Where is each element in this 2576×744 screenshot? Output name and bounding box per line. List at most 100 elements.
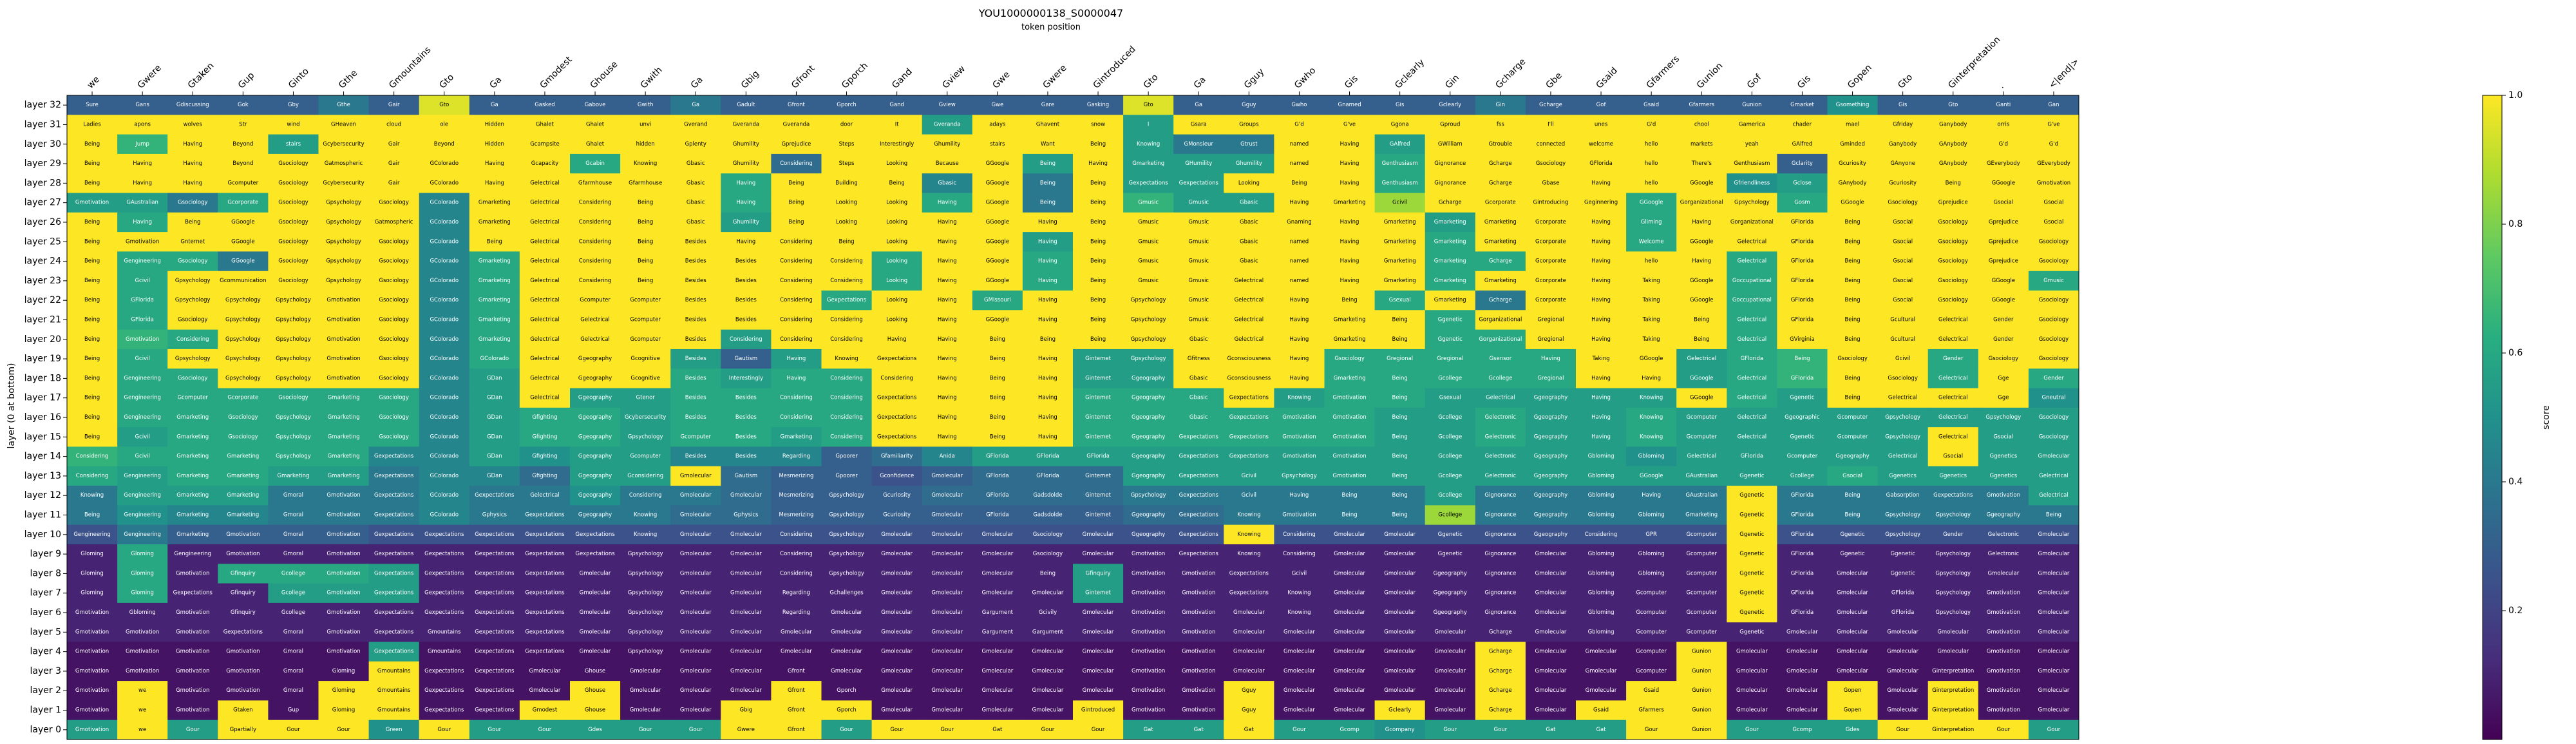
heatmap-cell-label: Gmolecular bbox=[931, 551, 963, 557]
heatmap-cell bbox=[1022, 193, 1074, 213]
heatmap-cell-label: Gsociology bbox=[379, 395, 408, 401]
heatmap-cell-label: Gsociology bbox=[278, 238, 308, 245]
heatmap-cell-label: Ggenetic bbox=[1739, 609, 1765, 616]
heatmap-cell-label: Gmolecular bbox=[580, 609, 611, 616]
x-tick-label: Gto bbox=[1896, 72, 1915, 91]
heatmap-cell-label: Gmolecular bbox=[580, 649, 611, 655]
heatmap-cell-label: Having bbox=[938, 356, 957, 362]
heatmap-cell bbox=[1777, 251, 1828, 272]
heatmap-cell-label: Considering bbox=[830, 375, 863, 381]
heatmap-cell-label: Gour bbox=[337, 727, 350, 733]
heatmap-cell-label: Being bbox=[84, 258, 100, 265]
heatmap-cell-label: Ghumility bbox=[1236, 160, 1262, 167]
heatmap-cell-label: Gautism bbox=[735, 356, 758, 362]
heatmap-cell-label: Gmarketing bbox=[176, 531, 209, 538]
heatmap-cell-label: Ggenetic bbox=[1739, 629, 1765, 635]
heatmap-cell-label: Gpsychology bbox=[276, 375, 311, 381]
heatmap-cell-label: Gmotivation bbox=[75, 727, 109, 733]
heatmap-cell-label: Being bbox=[1844, 238, 1860, 245]
heatmap-cell bbox=[1978, 232, 2029, 252]
heatmap-cell-label: Gour bbox=[940, 727, 954, 733]
heatmap-cell-label: Considering bbox=[780, 160, 813, 167]
heatmap-cell-label: Being bbox=[990, 375, 1005, 381]
heatmap-cell-label: Having bbox=[1692, 258, 1711, 265]
heatmap-cell-label: Gexpectations bbox=[475, 590, 515, 596]
heatmap-cell bbox=[1123, 329, 1174, 350]
heatmap-cell-label: Gmolecular bbox=[1384, 668, 1416, 674]
heatmap-cell-label: GColorado bbox=[430, 512, 459, 519]
heatmap-cell bbox=[167, 212, 218, 233]
heatmap-cell-label: Gat bbox=[1546, 727, 1556, 733]
heatmap-cell-label: Gbase bbox=[1542, 180, 1560, 186]
heatmap-cell-label: Ggenetics bbox=[1990, 453, 2018, 460]
y-tick-label: layer 2 bbox=[30, 685, 61, 696]
heatmap-cell-label: GColorado bbox=[430, 434, 459, 440]
heatmap-cell-label: Gclearly bbox=[1388, 707, 1411, 714]
heatmap-cell bbox=[1224, 329, 1274, 350]
heatmap-cell-label: Gexpectations bbox=[475, 687, 515, 694]
heatmap-cell bbox=[469, 212, 520, 233]
heatmap-cell bbox=[1727, 271, 1777, 291]
heatmap-cell-label: Gpsychology bbox=[276, 336, 311, 343]
heatmap-cell bbox=[1224, 134, 1274, 155]
heatmap-cell bbox=[821, 153, 872, 174]
heatmap-cell-label: Gcollege bbox=[1438, 473, 1462, 479]
heatmap-cell-label: Gcomputer bbox=[1636, 649, 1667, 655]
heatmap-cell-label: Being bbox=[84, 278, 100, 284]
heatmap-cell-label: Knowing bbox=[1287, 590, 1311, 596]
heatmap-cell-label: Gmountains bbox=[377, 668, 411, 674]
heatmap-cell bbox=[620, 388, 671, 408]
heatmap-cell bbox=[167, 271, 218, 291]
heatmap-cell-label: Considering bbox=[780, 238, 813, 245]
x-tick-label: Ga bbox=[488, 75, 504, 91]
heatmap-cell-label: Having bbox=[183, 141, 202, 148]
heatmap-cell bbox=[972, 291, 1023, 310]
heatmap-cell-label: Gexpectations bbox=[475, 551, 515, 557]
heatmap-cell bbox=[670, 173, 721, 193]
heatmap-cell bbox=[1626, 232, 1677, 252]
heatmap-cell bbox=[1777, 153, 1828, 174]
heatmap-cell-label: Gmotivation bbox=[176, 570, 209, 577]
heatmap-cell-label: Being bbox=[788, 180, 804, 186]
heatmap-cell-label: Gmotivation bbox=[126, 336, 159, 343]
heatmap-cell bbox=[972, 329, 1023, 350]
heatmap-cell-label: Gour bbox=[1443, 727, 1457, 733]
heatmap-cell-label: fss bbox=[1497, 121, 1504, 128]
heatmap-cell-label: Mesmerizing bbox=[779, 473, 813, 479]
heatmap-cell-label: Besides bbox=[685, 297, 706, 303]
heatmap-cell-label: GFlorida bbox=[1036, 473, 1059, 479]
heatmap-cell-label: Gmolecular bbox=[1032, 668, 1064, 674]
heatmap-cell-label: Gpsychology bbox=[326, 238, 361, 245]
heatmap-cell-label: Gmarketing bbox=[1434, 238, 1466, 245]
heatmap-cell-label: Gclearly bbox=[1439, 102, 1461, 108]
heatmap-cell bbox=[419, 115, 470, 135]
heatmap-cell-label: Gmarketing bbox=[1384, 258, 1416, 265]
x-tick-label: Gmountains bbox=[387, 44, 433, 90]
heatmap-cell-label: GFlorida bbox=[986, 453, 1009, 460]
heatmap-cell-label: It bbox=[895, 121, 900, 128]
heatmap-cell-label: Gmolecular bbox=[981, 570, 1013, 577]
heatmap-cell-label: Gsomething bbox=[1836, 102, 1870, 108]
heatmap-cell-label: GColorado bbox=[430, 414, 459, 421]
heatmap-cell-label: Str bbox=[239, 121, 247, 128]
heatmap-cell-label: Gsensor bbox=[1489, 356, 1511, 362]
x-tick-label: Gwith bbox=[639, 65, 665, 91]
heatmap-cell bbox=[469, 95, 520, 115]
heatmap-cell-label: Gsociology bbox=[379, 434, 408, 440]
heatmap-cell-label: Having bbox=[938, 258, 957, 265]
y-tick-label: layer 30 bbox=[24, 139, 61, 149]
heatmap-cell-label: Being bbox=[638, 258, 653, 265]
heatmap-cell bbox=[368, 251, 420, 272]
heatmap-cell bbox=[368, 310, 420, 330]
heatmap-cell-label: Gsociology bbox=[379, 414, 408, 421]
heatmap-cell bbox=[1576, 329, 1627, 350]
heatmap-cell bbox=[1727, 251, 1777, 272]
heatmap-cell bbox=[570, 348, 621, 369]
heatmap-cell bbox=[368, 212, 420, 233]
heatmap-cell bbox=[922, 115, 973, 135]
heatmap-cell-label: GHeaven bbox=[331, 121, 356, 128]
heatmap-cell bbox=[167, 310, 218, 330]
heatmap-cell-label: GGoogle bbox=[1690, 395, 1714, 401]
heatmap-cell-label: Gcomputer bbox=[1787, 453, 1818, 460]
heatmap-cell-label: Gat bbox=[992, 727, 1003, 733]
